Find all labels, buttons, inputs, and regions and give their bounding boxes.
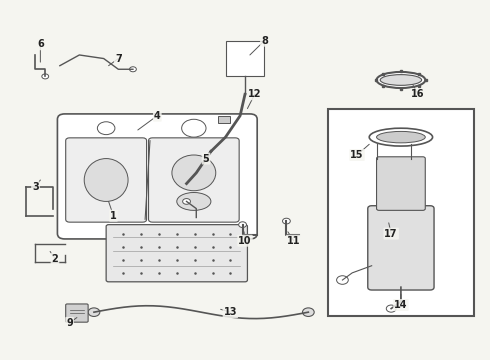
Circle shape [239,222,246,228]
Text: 2: 2 [51,253,58,264]
Text: 12: 12 [248,89,262,99]
Circle shape [42,74,49,79]
FancyBboxPatch shape [57,114,257,239]
Circle shape [129,67,136,72]
Text: 13: 13 [223,307,237,317]
Text: 1: 1 [110,211,117,221]
Circle shape [386,305,396,312]
Text: 6: 6 [37,39,44,49]
Text: 10: 10 [238,236,252,246]
Ellipse shape [376,72,425,88]
Text: 16: 16 [411,89,425,99]
Text: 9: 9 [66,318,73,328]
Text: 17: 17 [385,229,398,239]
Text: 8: 8 [261,36,268,46]
Bar [225,41,265,76]
Text: 15: 15 [350,150,364,160]
Text: 4: 4 [154,111,161,121]
Bar [328,109,474,316]
Text: 14: 14 [394,300,408,310]
Ellipse shape [172,155,216,191]
FancyBboxPatch shape [368,206,434,290]
Text: 5: 5 [203,154,209,163]
Bar [218,116,230,123]
Circle shape [182,119,206,137]
FancyBboxPatch shape [148,138,239,222]
FancyBboxPatch shape [66,304,88,322]
Text: 3: 3 [32,182,39,192]
Circle shape [283,218,290,224]
Ellipse shape [369,128,433,146]
Ellipse shape [380,75,421,85]
Circle shape [183,199,191,204]
Text: 11: 11 [287,236,300,246]
Ellipse shape [84,158,128,202]
Ellipse shape [376,131,425,143]
FancyBboxPatch shape [376,157,425,210]
FancyBboxPatch shape [66,138,147,222]
FancyBboxPatch shape [106,225,247,282]
Text: 7: 7 [115,54,122,64]
Ellipse shape [177,193,211,210]
Circle shape [88,308,100,316]
Circle shape [302,308,314,316]
Circle shape [98,122,115,135]
Circle shape [337,276,348,284]
